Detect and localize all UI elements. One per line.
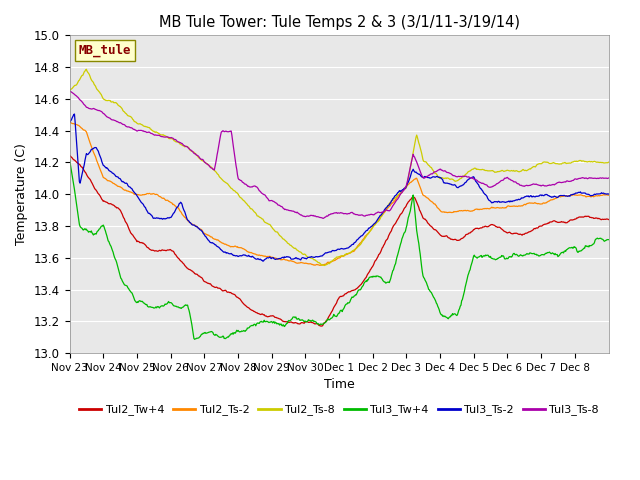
Tul2_Ts-8 (276, 233, 284, 239)
Tul2_Ts-2 (396, 192, 403, 198)
Tul2_Ts-8 (255, 214, 263, 220)
Tul2_Tw+4 (255, 311, 262, 316)
Tul2_Ts-8 (130, 117, 138, 123)
Tul3_Ts-8 (255, 187, 262, 192)
Tul2_Tw+4 (66, 152, 74, 158)
Line: Tul3_Ts-8: Tul3_Ts-8 (70, 91, 609, 218)
Tul3_Ts-8 (319, 216, 327, 221)
Tul3_Ts-2 (605, 191, 612, 197)
Legend: Tul2_Tw+4, Tul2_Ts-2, Tul2_Ts-8, Tul3_Tw+4, Tul3_Ts-2, Tul3_Ts-8: Tul2_Tw+4, Tul2_Ts-2, Tul2_Ts-8, Tul3_Tw… (74, 400, 604, 420)
Tul2_Ts-8 (396, 190, 404, 196)
Tul3_Ts-8 (426, 172, 433, 178)
Tul2_Ts-2 (66, 120, 74, 125)
Tul2_Tw+4 (129, 232, 136, 238)
Tul2_Tw+4 (318, 323, 326, 329)
Tul3_Ts-8 (275, 202, 283, 208)
Tul3_Ts-2 (66, 120, 74, 126)
Tul2_Ts-8 (426, 164, 434, 169)
Line: Tul2_Tw+4: Tul2_Tw+4 (70, 155, 609, 326)
Y-axis label: Temperature (C): Temperature (C) (15, 144, 28, 245)
Tul2_Ts-2 (275, 256, 283, 262)
Tul2_Ts-8 (66, 88, 74, 94)
Tul3_Ts-8 (396, 194, 403, 200)
Tul2_Ts-8 (321, 263, 328, 268)
Tul3_Ts-2 (255, 257, 263, 263)
Tul2_Ts-2 (129, 190, 136, 196)
Tul3_Tw+4 (228, 330, 236, 336)
Tul2_Tw+4 (228, 291, 236, 297)
Tul2_Ts-2 (426, 197, 433, 203)
Tul2_Tw+4 (605, 216, 612, 222)
Line: Tul3_Tw+4: Tul3_Tw+4 (70, 159, 609, 339)
Tul3_Ts-8 (129, 126, 136, 132)
Tul3_Tw+4 (191, 336, 198, 342)
Line: Tul2_Ts-2: Tul2_Ts-2 (70, 122, 609, 265)
Tul2_Tw+4 (275, 316, 283, 322)
Tul3_Ts-2 (228, 252, 236, 257)
Line: Tul3_Ts-2: Tul3_Ts-2 (70, 114, 609, 261)
Tul3_Tw+4 (255, 321, 263, 326)
Tul3_Ts-2 (426, 175, 434, 181)
Tul3_Tw+4 (605, 237, 612, 242)
Tul2_Ts-8 (605, 159, 612, 165)
Tul3_Ts-2 (130, 188, 138, 194)
Tul3_Tw+4 (66, 156, 74, 162)
Tul3_Ts-2 (396, 188, 404, 193)
Tul2_Ts-2 (316, 263, 324, 268)
Tul3_Ts-2 (70, 111, 78, 117)
Tul3_Ts-2 (276, 256, 284, 262)
Tul3_Tw+4 (396, 246, 403, 252)
Tul2_Ts-8 (83, 66, 90, 72)
Tul2_Ts-8 (228, 186, 236, 192)
Tul3_Tw+4 (426, 287, 433, 293)
Tul2_Tw+4 (396, 214, 403, 220)
Tul2_Ts-2 (605, 192, 612, 198)
Tul3_Ts-8 (228, 132, 236, 138)
Tul3_Ts-8 (605, 175, 612, 181)
Tul2_Tw+4 (426, 222, 433, 228)
Title: MB Tule Tower: Tule Temps 2 & 3 (3/1/11-3/19/14): MB Tule Tower: Tule Temps 2 & 3 (3/1/11-… (159, 15, 520, 30)
X-axis label: Time: Time (324, 378, 355, 392)
Tul3_Ts-8 (66, 88, 74, 94)
Line: Tul2_Ts-8: Tul2_Ts-8 (70, 69, 609, 265)
Tul3_Ts-2 (259, 258, 267, 264)
Tul2_Ts-2 (228, 244, 236, 250)
Tul2_Ts-2 (255, 252, 262, 258)
Tul3_Tw+4 (276, 322, 284, 328)
Tul3_Tw+4 (129, 292, 136, 298)
